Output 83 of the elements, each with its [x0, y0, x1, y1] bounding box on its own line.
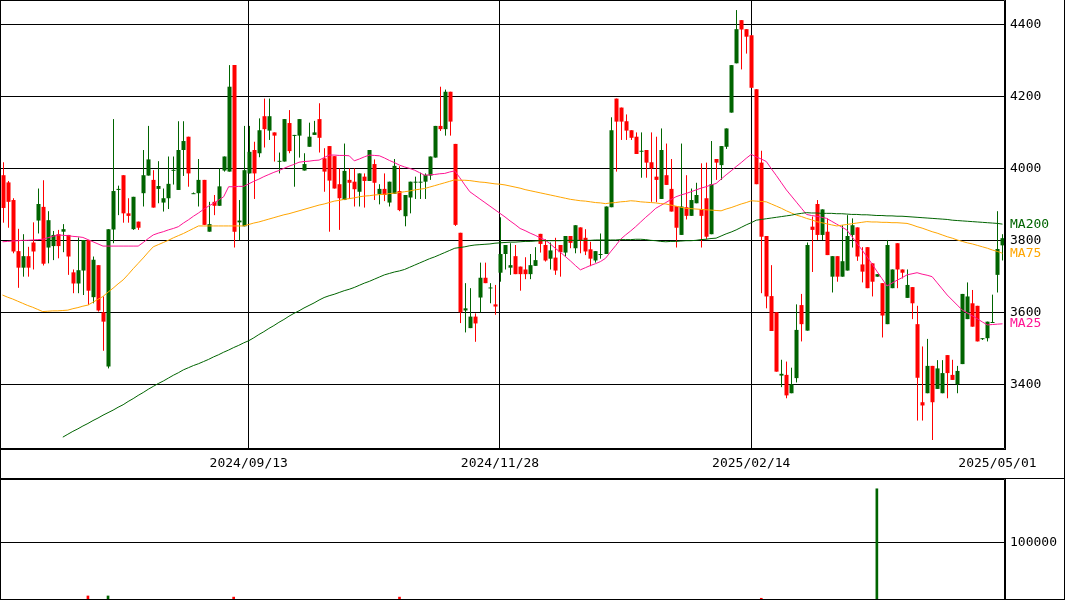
- series-label: MA200: [1010, 215, 1050, 231]
- x-tick-label: 2024/11/28: [460, 455, 540, 471]
- candlestick: [905, 268, 910, 299]
- candlestick: [257, 117, 262, 158]
- candlestick: [548, 241, 553, 270]
- candlestick: [784, 361, 789, 399]
- candlestick: [156, 160, 161, 204]
- candlestick: [830, 255, 835, 293]
- candlestick: [835, 255, 840, 283]
- y-tick-label: 4400: [1010, 15, 1042, 31]
- candlestick: [955, 365, 960, 394]
- candlestick: [488, 282, 493, 304]
- candlestick: [377, 183, 382, 205]
- candlestick: [478, 262, 483, 313]
- y-tick-label: 3800: [1010, 231, 1042, 247]
- candlestick: [116, 185, 121, 216]
- x-tick-label: 2025/02/14: [712, 455, 791, 471]
- candlestick: [850, 217, 855, 249]
- candlestick: [573, 224, 578, 254]
- candlestick: [799, 293, 804, 342]
- candlestick: [634, 131, 639, 155]
- candlestick: [61, 223, 66, 253]
- candlestick: [498, 216, 503, 283]
- x-tick-label: 2025/05/01: [958, 455, 1037, 471]
- candlestick: [196, 158, 201, 208]
- candlestick: [362, 172, 367, 209]
- candlestick: [252, 141, 257, 200]
- candlestick: [523, 256, 528, 280]
- candlestick: [714, 158, 719, 181]
- candlestick: [588, 241, 593, 267]
- candlestick: [31, 221, 36, 270]
- candlestick: [649, 131, 654, 203]
- candlestick: [639, 131, 644, 179]
- candlestick: [307, 122, 312, 148]
- candlestick: [664, 143, 669, 186]
- candlestick: [21, 233, 26, 278]
- candlestick: [272, 131, 277, 163]
- candlestick: [779, 359, 784, 388]
- candlestick: [438, 86, 443, 132]
- candlestick: [26, 246, 31, 278]
- y-tick-label: 4200: [1010, 87, 1042, 103]
- candlestick: [418, 172, 423, 200]
- candlestick: [910, 286, 915, 320]
- x-tick-label: 2024/09/13: [209, 455, 288, 471]
- candlestick: [166, 156, 171, 210]
- candlestick: [297, 118, 302, 159]
- candlestick: [940, 359, 945, 394]
- candlestick: [563, 235, 568, 258]
- candlestick: [267, 98, 272, 141]
- candlestick: [66, 234, 71, 276]
- candlestick: [372, 158, 377, 201]
- candlestick: [503, 244, 508, 270]
- candlestick: [950, 359, 955, 381]
- series-label: MA75: [1010, 244, 1042, 260]
- candlestick: [36, 188, 41, 234]
- candlestick: [126, 197, 131, 224]
- candlestick: [352, 167, 357, 208]
- candlestick: [317, 102, 322, 154]
- candlestick: [553, 237, 558, 276]
- candlestick: [71, 268, 76, 294]
- candlestick: [357, 172, 362, 208]
- candlestick: [101, 295, 106, 352]
- candlestick: [920, 345, 925, 422]
- y-tick-label: 100000: [1010, 533, 1057, 549]
- candlestick: [397, 165, 402, 212]
- candlestick: [161, 188, 166, 213]
- candlestick: [684, 174, 689, 220]
- candlestick: [508, 242, 513, 276]
- candlestick: [945, 354, 950, 399]
- candlestick: [598, 232, 603, 260]
- candlestick: [789, 367, 794, 394]
- candlestick: [262, 98, 267, 149]
- candlestick: [468, 287, 473, 329]
- y-tick-label: 3400: [1010, 375, 1042, 391]
- candlestick: [558, 244, 563, 278]
- candlestick: [16, 228, 21, 289]
- candlestick: [493, 284, 498, 316]
- candlestick: [654, 136, 659, 203]
- candlestick: [217, 167, 222, 207]
- candlestick: [181, 120, 186, 177]
- candlestick: [825, 217, 830, 256]
- y-tick-label: 4000: [1010, 159, 1042, 175]
- candlestick: [543, 238, 548, 263]
